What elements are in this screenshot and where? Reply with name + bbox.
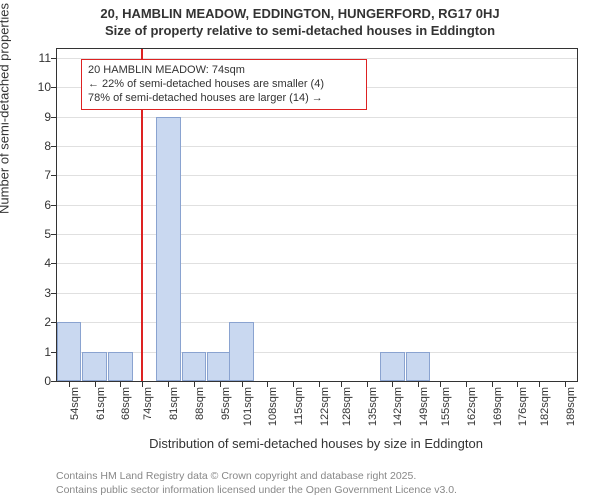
x-tick-label: 54sqm [69,381,81,420]
y-gridline [57,293,577,294]
x-tick-label: 101sqm [242,381,254,426]
histogram-bar [57,322,82,381]
y-tick-label: 7 [44,168,57,182]
x-tick-label: 135sqm [367,381,379,426]
x-tick-label: 142sqm [392,381,404,426]
annotation-line-1: 20 HAMBLIN MEADOW: 74sqm [88,64,360,78]
x-tick-label: 169sqm [492,381,504,426]
x-tick-label: 128sqm [341,381,353,426]
x-tick-label: 176sqm [517,381,529,426]
y-gridline [57,234,577,235]
footer-line-2: Contains public sector information licen… [56,484,457,498]
histogram-bar [406,352,431,381]
x-axis-title: Distribution of semi-detached houses by … [56,436,576,451]
x-tick-label: 182sqm [539,381,551,426]
annotation-box: 20 HAMBLIN MEADOW: 74sqm ← 22% of semi-d… [81,59,367,110]
y-gridline [57,263,577,264]
y-gridline [57,175,577,176]
y-tick-label: 2 [44,315,57,329]
y-tick-label: 1 [44,345,57,359]
y-gridline [57,322,577,323]
x-tick-label: 122sqm [319,381,331,426]
title-line-1: 20, HAMBLIN MEADOW, EDDINGTON, HUNGERFOR… [0,6,600,23]
histogram-bar [156,117,181,381]
y-gridline [57,146,577,147]
x-tick-label: 115sqm [293,381,305,425]
y-tick-label: 10 [38,80,57,94]
y-tick-label: 11 [39,51,57,65]
title-block: 20, HAMBLIN MEADOW, EDDINGTON, HUNGERFOR… [0,0,600,40]
y-tick-label: 0 [44,374,57,388]
x-tick-label: 149sqm [418,381,430,426]
y-tick-label: 3 [44,286,57,300]
histogram-bar [82,352,107,381]
annotation-line-3: 78% of semi-detached houses are larger (… [88,92,360,106]
y-axis-title: Number of semi-detached properties [0,3,12,214]
y-tick-label: 6 [44,198,57,212]
y-gridline [57,352,577,353]
plot-area: 0123456789101154sqm61sqm68sqm74sqm81sqm8… [56,48,578,382]
footer-line-1: Contains HM Land Registry data © Crown c… [56,470,457,484]
histogram-bar [229,322,254,381]
x-tick-label: 108sqm [267,381,279,426]
y-gridline [57,205,577,206]
chart-container: 20, HAMBLIN MEADOW, EDDINGTON, HUNGERFOR… [0,0,600,500]
histogram-bar [108,352,133,381]
x-tick-label: 61sqm [95,381,107,420]
annotation-line-2: ← 22% of semi-detached houses are smalle… [88,78,360,92]
x-tick-label: 74sqm [142,381,154,420]
x-tick-label: 68sqm [120,381,132,420]
histogram-bar [182,352,207,381]
y-tick-label: 9 [44,110,57,124]
footer: Contains HM Land Registry data © Crown c… [56,470,457,497]
x-tick-label: 155sqm [440,381,452,426]
y-tick-label: 4 [44,256,57,270]
x-tick-label: 88sqm [194,381,206,420]
x-tick-label: 189sqm [565,381,577,426]
histogram-bar [380,352,405,381]
y-gridline [57,117,577,118]
x-tick-label: 81sqm [168,381,180,420]
x-tick-label: 162sqm [466,381,478,426]
y-tick-label: 8 [44,139,57,153]
x-tick-label: 95sqm [220,381,232,420]
y-tick-label: 5 [44,227,57,241]
title-line-2: Size of property relative to semi-detach… [0,23,600,40]
